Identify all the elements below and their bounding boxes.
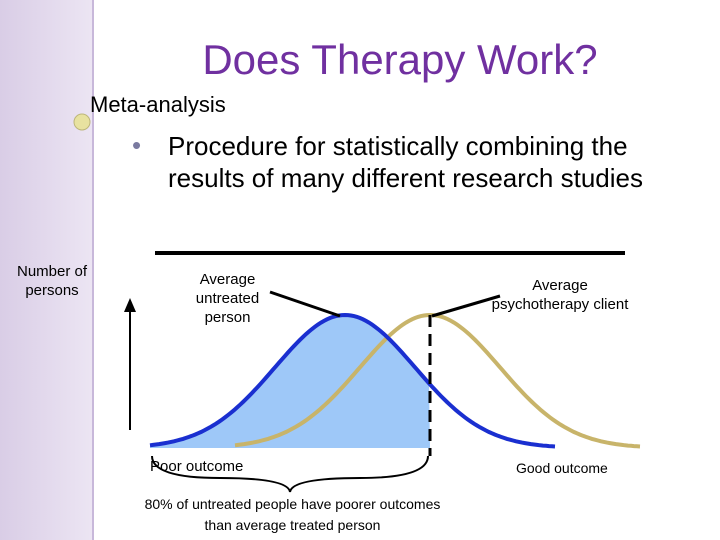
brace <box>151 455 429 493</box>
right-label: Average psychotherapy client <box>491 277 629 313</box>
x-right-label: Good outcome <box>516 460 608 476</box>
slide-title: Does Therapy Work? <box>202 36 598 83</box>
bullet-marker: • <box>132 130 142 160</box>
caption: 80% of untreated people have poorer outc… <box>144 496 441 533</box>
y-arrow-head <box>124 298 136 312</box>
bullet-2: Procedure for statistically combining th… <box>168 131 643 193</box>
shaded-area <box>150 315 430 448</box>
decor-dot <box>73 113 91 131</box>
y-label: Number of persons <box>16 263 88 299</box>
x-left-label: Poor outcome <box>150 458 244 475</box>
side-band <box>0 0 92 540</box>
bullet-1: Meta-analysis <box>90 92 226 117</box>
right-pointer <box>431 294 501 318</box>
left-pointer <box>269 290 341 318</box>
untreated-curve <box>149 312 556 449</box>
left-label: Average untreated person <box>195 271 260 326</box>
